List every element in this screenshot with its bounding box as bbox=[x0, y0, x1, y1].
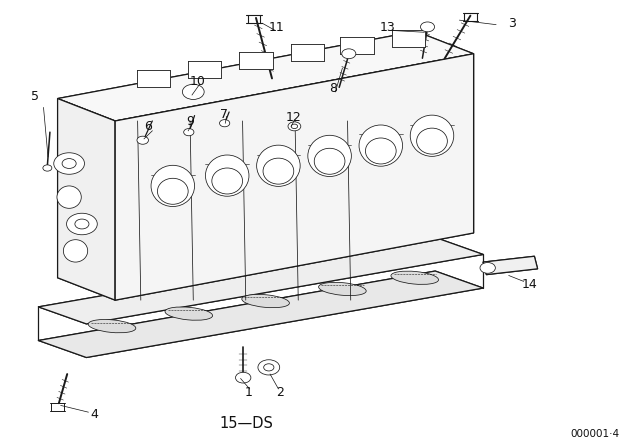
Polygon shape bbox=[188, 61, 221, 78]
Circle shape bbox=[75, 219, 89, 229]
Circle shape bbox=[420, 22, 435, 32]
Text: 3: 3 bbox=[508, 17, 516, 30]
Ellipse shape bbox=[365, 138, 396, 164]
Polygon shape bbox=[137, 70, 170, 87]
Ellipse shape bbox=[263, 158, 294, 184]
Polygon shape bbox=[38, 271, 483, 358]
Circle shape bbox=[182, 84, 204, 99]
Polygon shape bbox=[340, 37, 374, 54]
Ellipse shape bbox=[314, 148, 345, 174]
Ellipse shape bbox=[242, 294, 289, 308]
Text: 5: 5 bbox=[31, 90, 39, 103]
Polygon shape bbox=[291, 44, 324, 61]
Ellipse shape bbox=[308, 135, 351, 177]
Text: 7: 7 bbox=[220, 108, 228, 121]
Ellipse shape bbox=[205, 155, 249, 196]
Text: 000001·4: 000001·4 bbox=[571, 429, 620, 439]
Ellipse shape bbox=[57, 186, 81, 208]
Circle shape bbox=[264, 364, 274, 371]
Circle shape bbox=[43, 165, 52, 171]
Text: 1: 1 bbox=[244, 385, 252, 399]
Circle shape bbox=[184, 129, 194, 136]
Text: 14: 14 bbox=[522, 278, 538, 291]
Text: 11: 11 bbox=[269, 21, 284, 34]
Polygon shape bbox=[392, 30, 425, 47]
Text: 12: 12 bbox=[285, 111, 301, 124]
Ellipse shape bbox=[63, 240, 88, 262]
Ellipse shape bbox=[157, 178, 188, 204]
Circle shape bbox=[342, 49, 356, 59]
Polygon shape bbox=[58, 31, 474, 121]
Ellipse shape bbox=[88, 319, 136, 333]
Circle shape bbox=[62, 159, 76, 168]
Circle shape bbox=[137, 136, 148, 144]
Circle shape bbox=[54, 153, 84, 174]
Polygon shape bbox=[239, 52, 273, 69]
Circle shape bbox=[220, 120, 230, 127]
Ellipse shape bbox=[391, 271, 438, 284]
Text: 10: 10 bbox=[189, 75, 205, 88]
Ellipse shape bbox=[359, 125, 403, 166]
Circle shape bbox=[291, 124, 298, 129]
Ellipse shape bbox=[212, 168, 243, 194]
Ellipse shape bbox=[410, 115, 454, 156]
Circle shape bbox=[67, 213, 97, 235]
Ellipse shape bbox=[165, 307, 212, 320]
Polygon shape bbox=[483, 256, 538, 275]
Text: 8: 8 bbox=[329, 82, 337, 95]
Ellipse shape bbox=[319, 282, 366, 296]
Polygon shape bbox=[115, 54, 474, 300]
Ellipse shape bbox=[257, 145, 300, 186]
Circle shape bbox=[258, 360, 280, 375]
Circle shape bbox=[236, 372, 251, 383]
Polygon shape bbox=[38, 237, 483, 324]
Ellipse shape bbox=[151, 165, 195, 207]
Circle shape bbox=[480, 263, 495, 273]
Circle shape bbox=[288, 122, 301, 131]
Text: 2: 2 bbox=[276, 385, 284, 399]
Text: 13: 13 bbox=[380, 21, 395, 34]
Ellipse shape bbox=[417, 128, 447, 154]
Text: 6: 6 bbox=[145, 120, 152, 133]
Text: 15—DS: 15—DS bbox=[220, 416, 273, 431]
Polygon shape bbox=[58, 99, 115, 300]
Text: 9: 9 bbox=[186, 115, 194, 129]
Text: 4: 4 bbox=[91, 408, 99, 421]
